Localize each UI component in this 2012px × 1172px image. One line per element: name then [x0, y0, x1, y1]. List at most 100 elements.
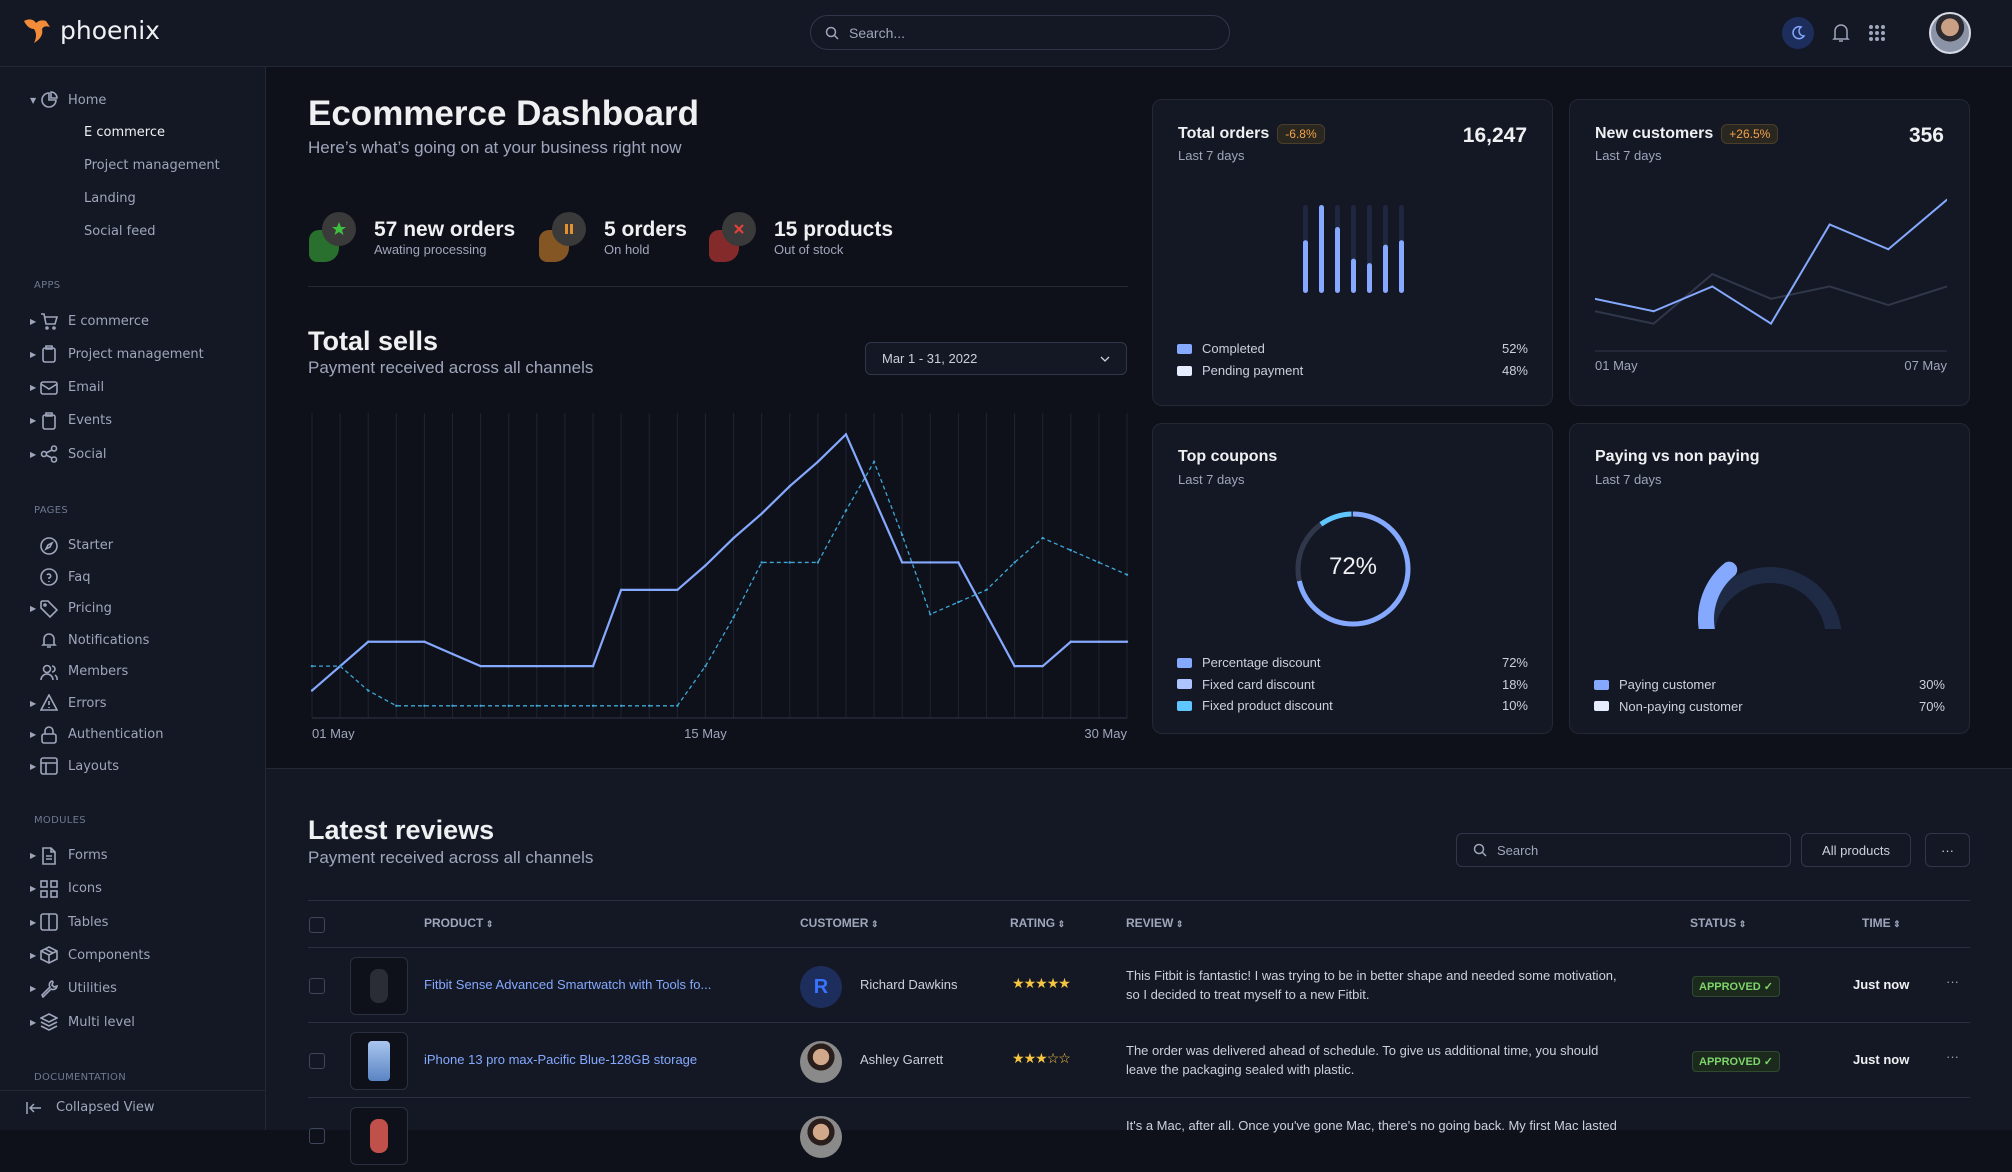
search-icon	[825, 26, 839, 40]
moon-icon	[1792, 25, 1806, 40]
sidebar-item-social[interactable]: ▶ Social	[30, 443, 107, 465]
data-point	[957, 600, 960, 604]
sidebar-item-forms[interactable]: ▶ Forms	[30, 845, 108, 867]
product-thumbnail[interactable]	[350, 1107, 408, 1165]
data-point	[676, 588, 679, 592]
product-link[interactable]: iPhone 13 pro max-Pacific Blue-128GB sto…	[424, 1052, 698, 1067]
sidebar-item-starter[interactable]: Starter	[30, 535, 113, 557]
product-link[interactable]: Fitbit Sense Advanced Smartwatch with To…	[424, 977, 712, 992]
sidebar-item-pricing[interactable]: ▶ Pricing	[30, 598, 112, 620]
new-customers-card: New customers +26.5% Last 7 days 356 01 M…	[1569, 99, 1970, 406]
sidebar-item-e-commerce[interactable]: ▶ E commerce	[30, 310, 149, 332]
data-point	[563, 704, 567, 707]
sidebar-item-members[interactable]: Members	[30, 661, 128, 683]
data-point	[1097, 640, 1101, 643]
sidebar-item-authentication[interactable]: ▶ Authentication	[30, 724, 163, 746]
customer-name[interactable]: Ashley Garrett	[860, 1052, 944, 1067]
sidebar-item-label: Errors	[68, 695, 107, 711]
caret-right-icon: ▶	[30, 449, 37, 459]
caret-right-icon: ▶	[30, 884, 37, 894]
x-tick-label: 01 May	[312, 726, 355, 740]
donut-center-label: 72%	[1328, 553, 1378, 580]
row-more-button[interactable]: ···	[1946, 1049, 1959, 1064]
rating-stars: ★★★★★	[1012, 975, 1071, 992]
x-tick-label: 15 May	[684, 726, 727, 740]
data-point	[732, 616, 735, 619]
stat-icon-wrap	[308, 212, 360, 262]
cart-icon	[41, 313, 58, 330]
logo[interactable]: phoenix	[22, 16, 160, 45]
reviews-search-input[interactable]: Search	[1456, 833, 1791, 867]
sidebar-item-multi-level[interactable]: ▶ Multi level	[30, 1011, 135, 1033]
data-point	[760, 512, 763, 515]
sidebar-item-project-management[interactable]: ▶ Project management	[30, 343, 204, 365]
data-point	[1041, 536, 1044, 540]
logo-text: phoenix	[60, 16, 160, 45]
column-header-label: CUSTOMER	[800, 916, 869, 930]
sidebar-item-events[interactable]: ▶ Events	[30, 410, 112, 432]
legend-label: Fixed card discount	[1202, 676, 1315, 692]
bar	[1319, 205, 1324, 293]
data-point	[535, 664, 539, 668]
data-point	[1946, 285, 1947, 288]
column-header-status[interactable]: STATUS ⇕	[1690, 916, 1746, 930]
sidebar-item-utilities[interactable]: ▶ Utilities	[30, 978, 117, 1000]
customer-avatar[interactable]: R	[800, 966, 842, 1008]
data-point	[507, 704, 510, 707]
sidebar-subitem-e-commerce[interactable]: E commerce	[84, 125, 165, 140]
sidebar-item-tables[interactable]: ▶ Tables	[30, 911, 108, 933]
new-customers-value: 356	[1908, 124, 1944, 147]
bell-icon[interactable]	[1832, 22, 1850, 44]
column-header-review[interactable]: REVIEW ⇕	[1126, 916, 1183, 930]
all-products-button[interactable]: All products	[1801, 833, 1911, 867]
data-point	[1069, 640, 1072, 643]
column-header-customer[interactable]: CUSTOMER ⇕	[800, 916, 879, 930]
column-header-rating[interactable]: RATING ⇕	[1010, 916, 1065, 930]
stat-1: 5 orders On hold	[538, 212, 687, 262]
sidebar-subitem-project-management[interactable]: Project management	[84, 158, 220, 173]
apps-grid-icon[interactable]	[1868, 24, 1886, 42]
caret-right-icon: ▶	[30, 1017, 37, 1027]
select-all-checkbox[interactable]	[309, 917, 325, 933]
sidebar-item-faq[interactable]: Faq	[30, 566, 91, 588]
sidebar-item-label: Starter	[68, 538, 114, 553]
user-avatar[interactable]	[1929, 12, 1971, 54]
data-point	[1770, 297, 1772, 300]
sidebar-item-email[interactable]: ▶ Email	[30, 377, 104, 399]
product-image	[370, 1119, 388, 1153]
x-tick-label: 07 May	[1904, 358, 1947, 373]
theme-toggle-button[interactable]	[1782, 17, 1814, 49]
sidebar-item-icons[interactable]: ▶ Icons	[30, 878, 102, 900]
sidebar-item-components[interactable]: ▶ Components	[30, 944, 150, 966]
pause-icon	[565, 224, 573, 234]
row-checkbox[interactable]	[309, 1128, 325, 1144]
sidebar-item-layouts[interactable]: ▶ Layouts	[30, 755, 119, 777]
sidebar-subitem-landing[interactable]: Landing	[84, 191, 136, 206]
row-more-button[interactable]: ···	[1946, 974, 1959, 989]
row-checkbox[interactable]	[309, 978, 325, 994]
sidebar-subitem-social-feed[interactable]: Social feed	[84, 224, 156, 239]
sidebar-item-home[interactable]: ▼ Home	[30, 89, 106, 111]
card-title: Paying vs non paying	[1595, 448, 1760, 465]
sort-icon: ⇕	[483, 919, 494, 929]
customer-avatar[interactable]	[800, 1116, 842, 1158]
data-point	[1013, 664, 1016, 668]
product-thumbnail[interactable]	[350, 957, 408, 1015]
customer-avatar[interactable]	[800, 1041, 842, 1083]
customer-name[interactable]: Richard Dawkins	[860, 977, 958, 992]
collapse-view-button[interactable]: Collapsed View	[26, 1100, 154, 1115]
column-header-time[interactable]: TIME ⇕	[1862, 916, 1901, 930]
stat-icon-wrap	[708, 212, 760, 262]
review-text: leave the packaging sealed with plastic.	[1126, 1062, 1355, 1077]
column-header-label: PRODUCT	[424, 916, 484, 930]
sidebar-item-notifications[interactable]: Notifications	[30, 629, 149, 651]
global-search-input[interactable]: Search...	[810, 15, 1230, 50]
x-tick-label: 01 May	[1595, 358, 1638, 373]
more-options-button[interactable]: ···	[1925, 833, 1970, 867]
column-header-product[interactable]: PRODUCT ⇕	[424, 916, 493, 930]
sidebar-item-errors[interactable]: ▶ Errors	[30, 692, 106, 714]
data-point	[1887, 304, 1890, 307]
product-thumbnail[interactable]	[350, 1032, 408, 1090]
date-range-select[interactable]: Mar 1 - 31, 2022	[865, 342, 1127, 375]
row-checkbox[interactable]	[309, 1053, 325, 1069]
